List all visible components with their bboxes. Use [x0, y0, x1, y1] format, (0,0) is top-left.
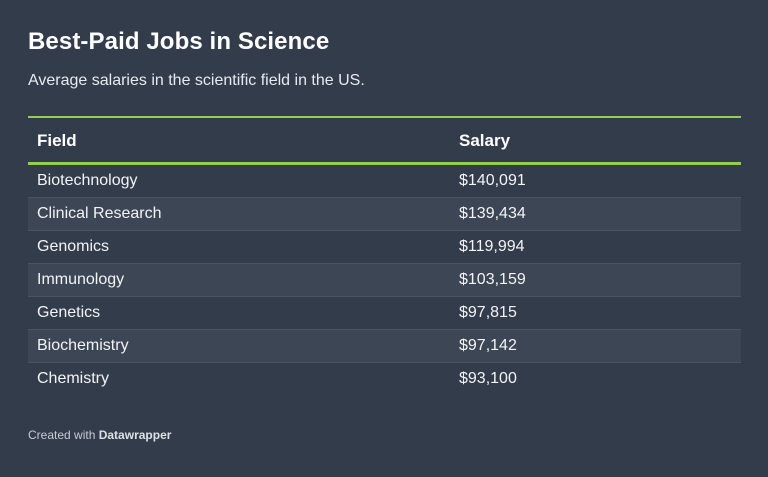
cell-field: Biochemistry	[37, 337, 129, 354]
chart-subtitle: Average salaries in the scientific field…	[28, 72, 365, 89]
cell-salary: $93,100	[459, 370, 517, 387]
table-row: Biotechnology $140,091	[28, 165, 741, 198]
cell-field: Biotechnology	[37, 172, 138, 189]
table-row: Chemistry $93,100	[28, 363, 741, 396]
header-salary[interactable]: Salary	[459, 131, 511, 150]
table-row: Immunology $103,159	[28, 264, 741, 297]
cell-field: Genetics	[37, 304, 101, 321]
salary-table: Field Salary Biotechnology $140,091 Clinic…	[28, 116, 741, 396]
cell-field: Genomics	[37, 238, 110, 255]
table-header: Field Salary	[28, 118, 741, 165]
credit-prefix: Created with	[28, 428, 96, 442]
table-row: Clinical Research $139,434	[28, 198, 741, 231]
credit-footer: Created with Datawrapper	[28, 428, 171, 442]
cell-salary: $119,994	[459, 238, 525, 255]
cell-salary: $140,091	[459, 172, 526, 189]
cell-field: Chemistry	[37, 370, 110, 387]
credit-brand[interactable]: Datawrapper	[98, 428, 172, 442]
table-row: Biochemistry $97,142	[28, 330, 741, 363]
chart-title: Best-Paid Jobs in Science	[28, 28, 330, 55]
header-field[interactable]: Field	[37, 131, 77, 150]
cell-salary: $139,434	[459, 205, 526, 222]
table-body: Biotechnology $140,091 Clinical Research $1…	[28, 165, 741, 396]
table-row: Genetics $97,815	[28, 297, 741, 330]
cell-salary: $97,142	[459, 337, 517, 354]
cell-field: Immunology	[37, 271, 125, 288]
cell-salary: $103,159	[459, 271, 526, 288]
table-row: Genomics $119,994	[28, 231, 741, 264]
cell-salary: $97,815	[459, 304, 517, 321]
cell-field: Clinical Research	[37, 205, 162, 222]
